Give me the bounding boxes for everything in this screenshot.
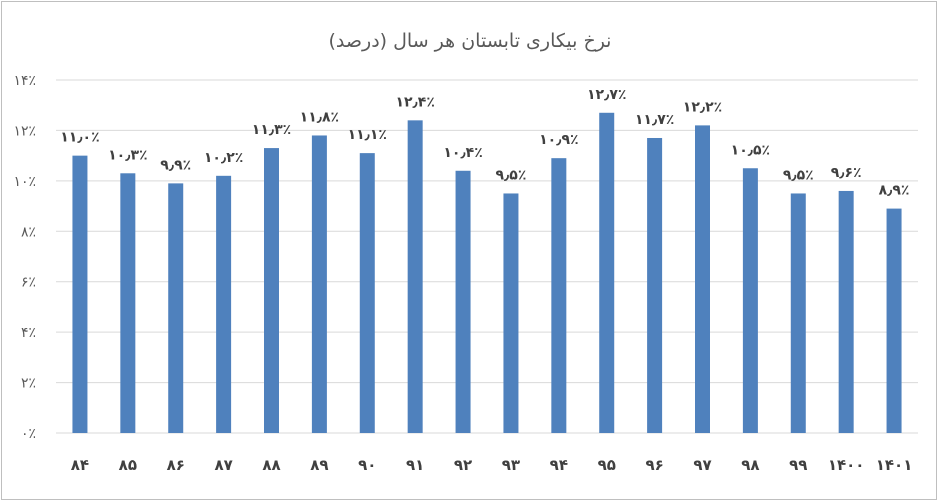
x-tick-label: ۱۴۰۰ bbox=[828, 456, 865, 474]
bar bbox=[264, 148, 279, 434]
data-label: ۹٫۶٪ bbox=[831, 165, 862, 181]
x-tick-label: ۹۲ bbox=[454, 456, 472, 474]
y-tick-label: ۱۴٪ bbox=[13, 73, 36, 89]
x-tick-label: ۹۳ bbox=[502, 456, 520, 474]
x-tick-label: ۹۴ bbox=[550, 456, 568, 474]
y-tick-label: ۴٪ bbox=[21, 325, 36, 341]
bar bbox=[886, 208, 902, 433]
data-label: ۱۰٫۹٪ bbox=[539, 132, 578, 148]
x-tick-label: ۹۰ bbox=[358, 456, 376, 474]
y-tick-label: ۸٪ bbox=[21, 224, 36, 240]
data-label: ۹٫۹٪ bbox=[160, 157, 191, 173]
data-label: ۱۱٫۱٪ bbox=[348, 127, 387, 143]
y-tick-label: ۶٪ bbox=[21, 275, 36, 291]
bar bbox=[168, 183, 184, 433]
y-tick-label: ۲٪ bbox=[21, 376, 36, 392]
x-tick-label: ۸۷ bbox=[214, 456, 232, 474]
x-tick-label: ۹۶ bbox=[645, 456, 663, 474]
data-label: ۱۱٫۰٪ bbox=[60, 130, 99, 146]
x-tick-label: ۸۸ bbox=[262, 456, 280, 474]
bar bbox=[503, 193, 519, 433]
data-label: ۱۰٫۴٪ bbox=[443, 145, 482, 161]
x-tick-label: ۸۴ bbox=[71, 456, 89, 474]
bar bbox=[216, 175, 232, 434]
bar bbox=[838, 190, 854, 433]
data-label: ۹٫۵٪ bbox=[496, 167, 527, 183]
data-label: ۱۲٫۲٪ bbox=[683, 99, 722, 115]
bar bbox=[790, 193, 806, 433]
data-label: ۸٫۹٪ bbox=[879, 183, 910, 199]
data-label: ۱۱٫۸٪ bbox=[300, 109, 339, 125]
chart-title: نرخ بیکاری تابستان هر سال (درصد) bbox=[328, 30, 612, 52]
bar bbox=[647, 137, 663, 433]
x-tick-label: ۹۷ bbox=[693, 456, 711, 474]
x-tick-label: ۱۴۰۱ bbox=[876, 456, 913, 474]
bar bbox=[599, 112, 615, 434]
data-label: ۱۲٫۷٪ bbox=[587, 87, 626, 103]
y-tick-label: ۰٪ bbox=[21, 426, 36, 442]
bar bbox=[407, 120, 423, 433]
x-tick-label: ۹۱ bbox=[406, 456, 424, 474]
x-tick-label: ۹۸ bbox=[741, 456, 759, 474]
x-tick-label: ۸۹ bbox=[310, 456, 328, 474]
data-label: ۱۲٫۴٪ bbox=[395, 94, 434, 110]
bar bbox=[551, 158, 567, 433]
data-label: ۱۰٫۳٪ bbox=[108, 147, 147, 163]
bar bbox=[72, 155, 88, 433]
bar bbox=[311, 135, 327, 433]
x-tick-label: ۸۵ bbox=[119, 456, 137, 474]
data-label: ۱۰٫۵٪ bbox=[731, 142, 770, 158]
data-label: ۹٫۵٪ bbox=[783, 167, 814, 183]
bar bbox=[359, 153, 375, 433]
data-label: ۱۱٫۷٪ bbox=[635, 112, 674, 128]
data-label: ۱۱٫۳٪ bbox=[252, 122, 291, 138]
data-label: ۱۰٫۲٪ bbox=[204, 150, 243, 166]
x-tick-label: ۹۹ bbox=[789, 456, 807, 474]
bar bbox=[742, 168, 758, 433]
bar bbox=[695, 125, 710, 433]
bar bbox=[455, 170, 471, 433]
y-tick-label: ۱۰٪ bbox=[13, 174, 36, 190]
y-tick-label: ۱۲٪ bbox=[13, 123, 36, 139]
bar bbox=[120, 173, 136, 434]
x-tick-label: ۸۶ bbox=[167, 456, 185, 474]
x-tick-label: ۹۵ bbox=[598, 456, 616, 474]
